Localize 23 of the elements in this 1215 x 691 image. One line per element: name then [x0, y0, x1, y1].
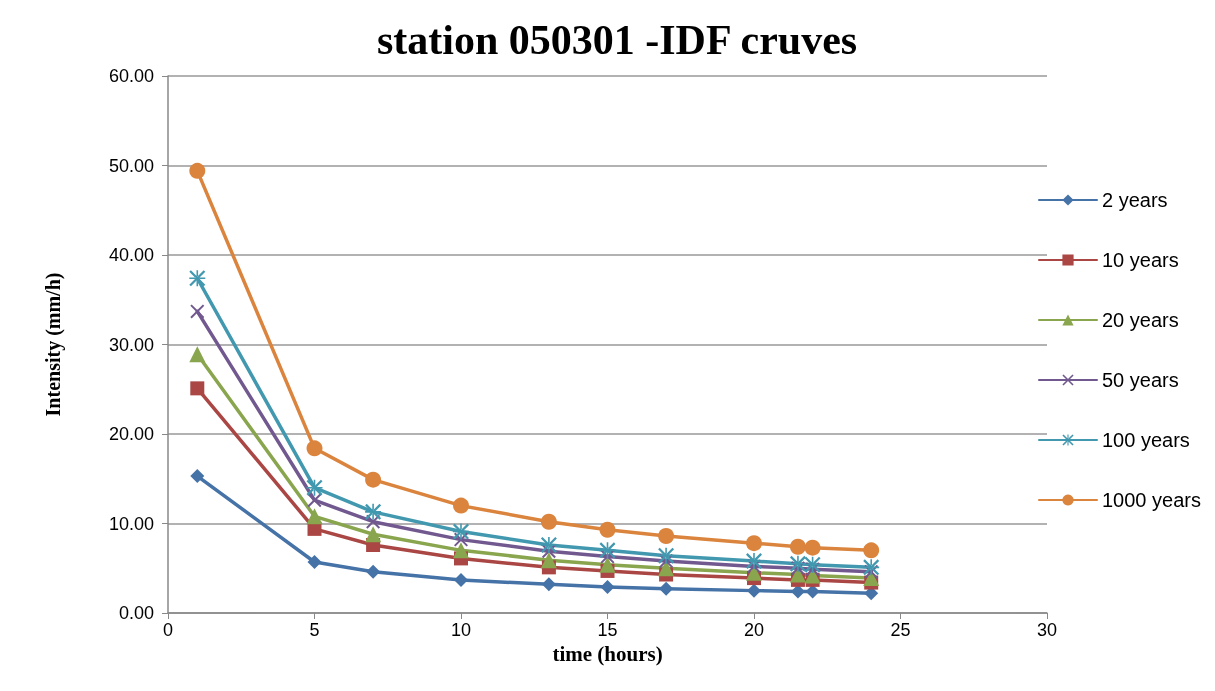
legend-label: 10 years: [1102, 249, 1179, 271]
y-tick-label: 20.00: [108, 424, 154, 444]
legend-label: 50 years: [1102, 369, 1179, 391]
x-tick-label: 15: [597, 620, 618, 640]
legend-label: 20 years: [1102, 309, 1179, 331]
y-tick-label: 60.00: [108, 66, 154, 86]
x-tick-label: 5: [309, 620, 320, 640]
x-tick-label: 10: [450, 620, 472, 640]
y-tick-label: 0.00: [118, 603, 154, 623]
x-axis-title: time (hours): [552, 642, 663, 667]
legend-label: 2 years: [1102, 189, 1168, 211]
chart-title: station 050301 -IDF cruves: [376, 17, 858, 63]
y-tick-label: 40.00: [108, 245, 154, 265]
y-tick-label: 50.00: [108, 155, 154, 176]
legend-label: 1000 years: [1102, 489, 1201, 511]
x-tick-label: 25: [890, 620, 911, 640]
y-tick-label: 30.00: [108, 334, 154, 355]
y-tick-label: 10.00: [108, 513, 154, 534]
y-axis-title: Intensity (mm/h): [42, 272, 65, 417]
x-tick-label: 30: [1036, 620, 1058, 640]
x-tick-label: 20: [743, 620, 765, 640]
legend-label: 100 years: [1102, 429, 1190, 451]
x-tick-label: 0: [162, 620, 174, 640]
